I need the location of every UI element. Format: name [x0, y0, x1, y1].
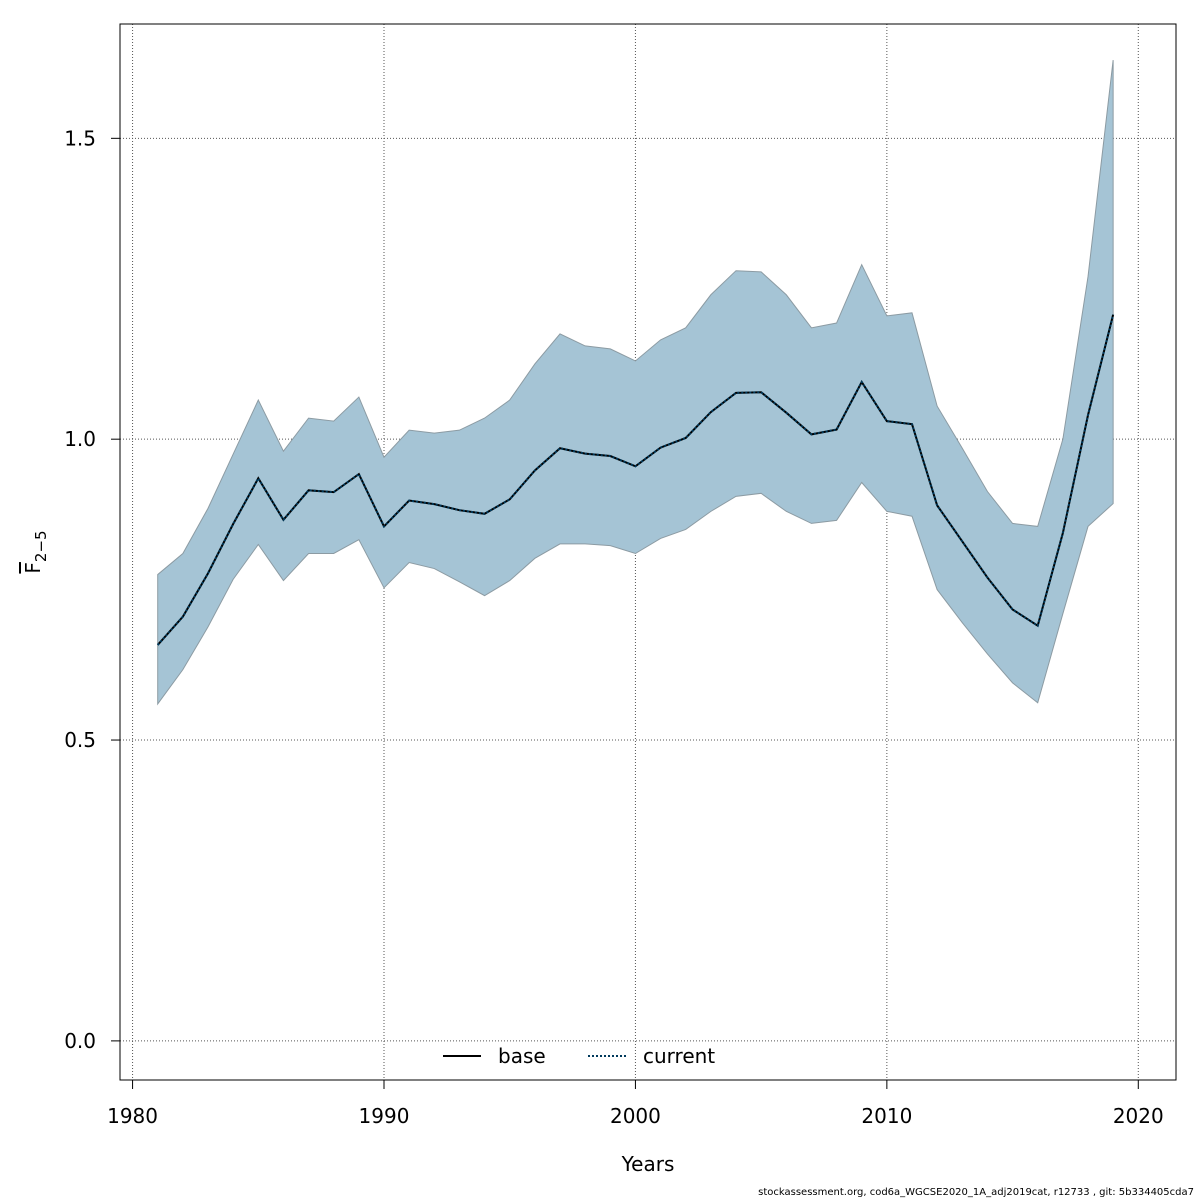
- x-tick-label: 2000: [610, 1104, 661, 1128]
- series-line-current: [156, 314, 1115, 646]
- y-tick-label: 1.0: [64, 427, 96, 451]
- y-tick-label: 0.0: [64, 1029, 96, 1053]
- x-tick-label: 2020: [1113, 1104, 1164, 1128]
- y-tick-label: 1.5: [64, 126, 96, 150]
- x-tick-label: 2010: [861, 1104, 912, 1128]
- svg-text:F2−5: F2−5: [21, 530, 50, 573]
- legend: base current: [443, 1044, 715, 1068]
- y-axis-title-main: F: [21, 562, 45, 574]
- y-axis-title: F2−5: [21, 530, 50, 573]
- confidence-band: [157, 60, 1114, 706]
- y-axis-title-subscript: 2−5: [32, 530, 50, 562]
- legend-current-label: current: [643, 1044, 715, 1068]
- x-axis: 1980 1990 2000 2010 2020: [107, 1079, 1164, 1128]
- y-axis: 0.0 0.5 1.0 1.5: [64, 126, 121, 1053]
- series-lines-layer: [156, 314, 1115, 646]
- y-tick-label: 0.5: [64, 728, 96, 752]
- x-tick-label: 1980: [107, 1104, 158, 1128]
- confidence-band-layer: [157, 60, 1114, 706]
- x-axis-title: Years: [621, 1152, 675, 1176]
- x-tick-label: 1990: [359, 1104, 410, 1128]
- footer-note: stockassessment.org, cod6a_WGCSE2020_1A_…: [758, 1187, 1194, 1198]
- legend-base-label: base: [498, 1044, 546, 1068]
